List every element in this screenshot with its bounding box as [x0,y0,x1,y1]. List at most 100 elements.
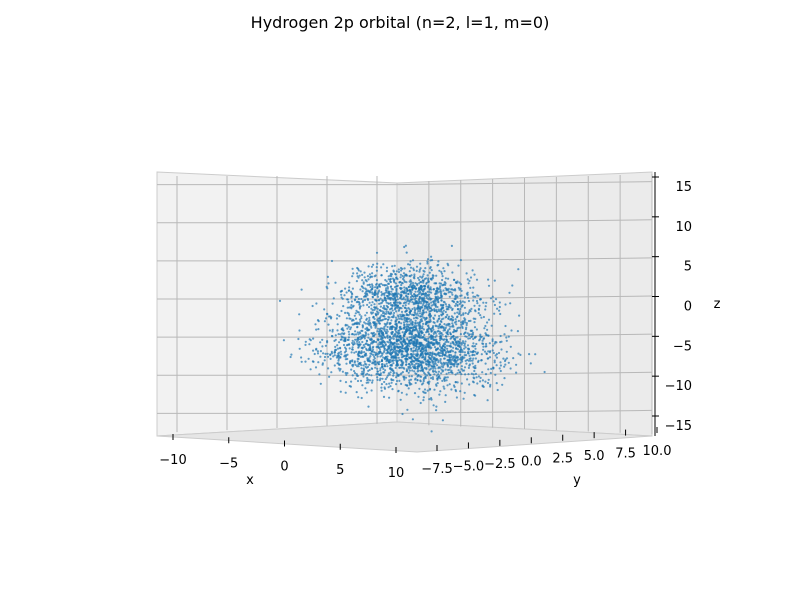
z-tick-label: 0 [684,300,692,315]
data-point [394,330,398,333]
data-point [416,354,419,357]
data-point [453,278,456,281]
data-point [418,336,421,339]
data-point [379,305,382,308]
data-point [422,328,425,331]
data-point [349,359,352,363]
data-point [423,366,426,370]
data-point [439,348,442,351]
data-point [370,352,373,356]
data-point [392,359,395,362]
data-point [469,359,472,362]
data-point [411,323,414,326]
data-point [462,341,465,345]
data-point [329,315,332,318]
data-point [346,327,349,330]
data-point [426,260,429,263]
data-point [425,339,428,342]
data-point [409,360,412,363]
data-point [396,298,399,301]
data-point [411,360,414,363]
data-point [460,358,463,361]
data-point [466,296,470,299]
data-point [494,354,497,357]
data-point [383,371,386,374]
data-point [444,354,447,357]
data-point [391,351,394,354]
data-point [434,360,437,363]
data-point [354,295,357,299]
data-point [442,385,445,388]
data-point [330,352,334,355]
data-point [488,356,492,359]
data-point [390,293,393,296]
data-point [418,282,421,285]
data-point [480,359,483,362]
data-point [406,384,409,387]
data-point [396,301,399,304]
data-point [438,323,441,326]
data-point [408,320,411,323]
data-point [354,312,357,315]
data-point [419,309,422,313]
data-point [417,345,420,349]
data-point [486,321,489,324]
data-point [476,382,479,385]
data-point [441,351,444,354]
data-point [355,333,358,336]
data-point [378,348,382,351]
data-point [338,315,341,318]
data-point [352,343,355,346]
data-point [397,314,400,317]
data-point [472,295,475,298]
data-point [528,353,531,356]
data-point [466,358,469,362]
data-point [436,382,439,385]
data-point [442,303,445,306]
data-point [327,282,330,285]
data-point [467,348,471,351]
data-point [384,278,387,282]
data-point [456,280,459,283]
data-point [454,388,457,392]
data-point [443,376,446,379]
data-point [409,260,412,263]
data-point [380,365,383,369]
data-point [395,354,398,357]
data-point [427,371,430,374]
data-point [397,390,400,393]
data-point [400,341,403,344]
data-point [367,289,370,292]
data-point [388,338,391,342]
data-point [410,358,413,361]
data-point [351,365,354,368]
data-point [380,282,383,285]
data-point [374,351,377,354]
data-point [436,310,439,313]
data-point [360,346,363,349]
data-point [410,349,413,352]
data-point [467,366,470,369]
data-point [360,317,363,320]
data-point [410,347,413,350]
data-point [434,290,438,293]
data-point [489,371,492,375]
data-point [486,399,489,402]
data-point [399,313,402,316]
data-point [355,391,358,394]
data-point [418,278,421,281]
data-point [376,370,379,373]
data-point [495,364,498,367]
data-point [439,288,442,292]
data-point [422,301,426,304]
data-point [332,297,335,300]
data-point [403,333,406,336]
data-point [368,368,371,372]
data-point [425,367,428,370]
data-point [432,316,435,319]
data-point [427,298,430,301]
data-point [446,330,449,333]
data-point [326,275,329,278]
data-point [402,296,405,299]
data-point [349,362,352,365]
